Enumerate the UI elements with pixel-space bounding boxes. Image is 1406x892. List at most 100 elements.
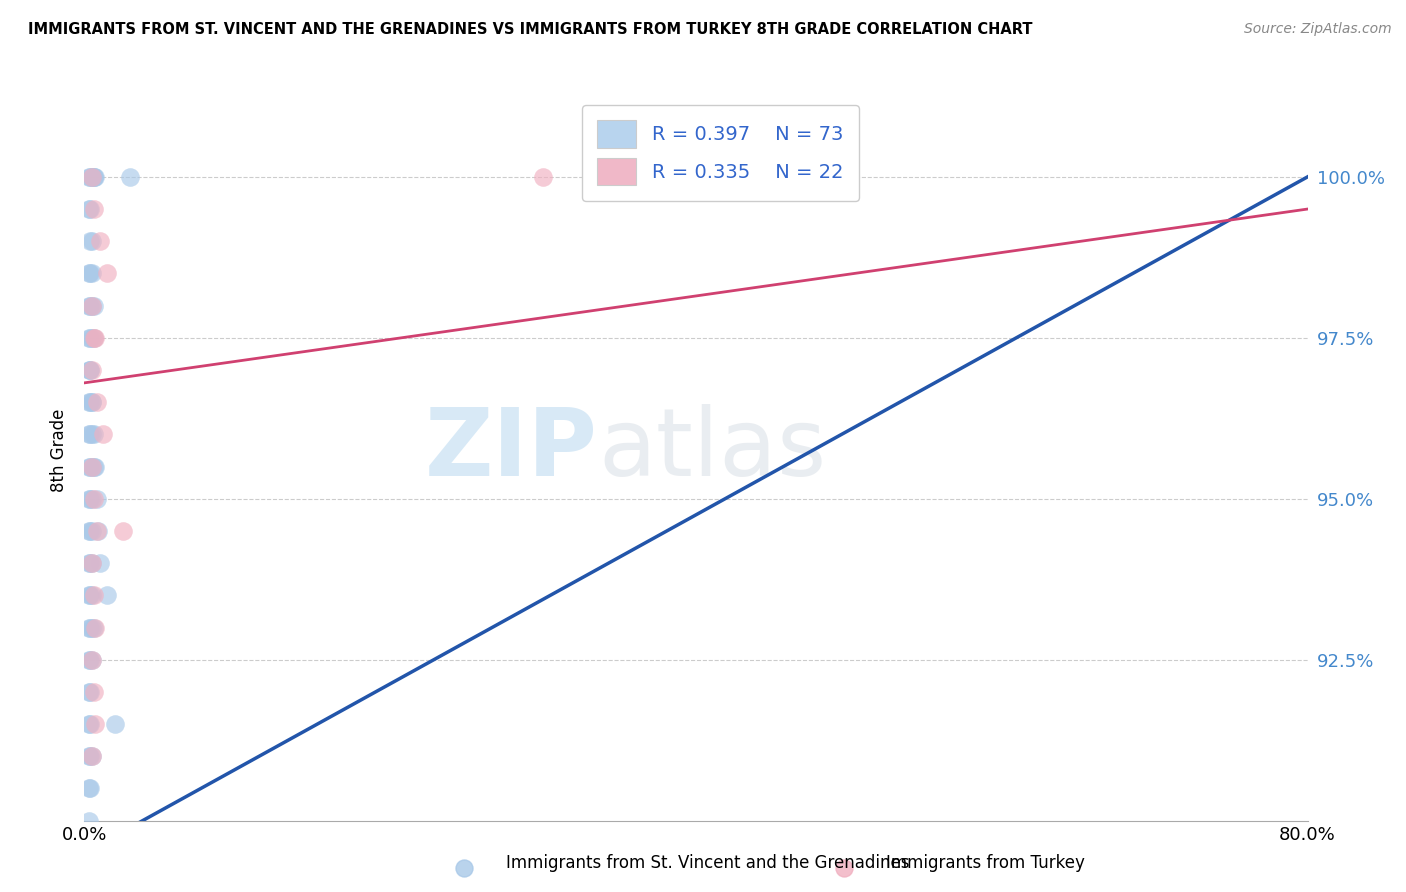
Point xyxy=(80,749,103,764)
Point xyxy=(80,588,103,602)
Point xyxy=(84,331,107,345)
Point xyxy=(80,491,103,506)
Point xyxy=(86,395,108,409)
Point xyxy=(83,588,105,602)
Point xyxy=(83,427,105,442)
Point xyxy=(80,169,103,184)
Point xyxy=(86,524,108,538)
Text: IMMIGRANTS FROM ST. VINCENT AND THE GRENADINES VS IMMIGRANTS FROM TURKEY 8TH GRA: IMMIGRANTS FROM ST. VINCENT AND THE GREN… xyxy=(28,22,1032,37)
Point xyxy=(84,459,107,474)
Point xyxy=(77,491,100,506)
Point xyxy=(79,556,101,570)
Point xyxy=(83,491,105,506)
Point xyxy=(96,267,118,281)
Point xyxy=(80,267,103,281)
Point xyxy=(77,717,100,731)
Point xyxy=(77,653,100,667)
Point xyxy=(87,524,110,538)
Point xyxy=(79,749,101,764)
Point xyxy=(79,169,101,184)
Point xyxy=(79,267,101,281)
Point xyxy=(77,588,100,602)
Point xyxy=(84,620,107,634)
Point xyxy=(83,202,105,216)
Point xyxy=(80,169,103,184)
Point xyxy=(79,363,101,377)
Point xyxy=(89,234,111,248)
Point xyxy=(79,427,101,442)
Text: ZIP: ZIP xyxy=(425,404,598,497)
Point xyxy=(83,299,105,313)
Point xyxy=(77,749,100,764)
Point xyxy=(80,556,103,570)
Point xyxy=(80,653,103,667)
Text: atlas: atlas xyxy=(598,404,827,497)
Point xyxy=(77,363,100,377)
Point xyxy=(80,556,103,570)
Point xyxy=(80,653,103,667)
Point xyxy=(89,556,111,570)
Point xyxy=(77,459,100,474)
Point xyxy=(104,717,127,731)
Point xyxy=(80,395,103,409)
Point xyxy=(77,427,100,442)
Text: Source: ZipAtlas.com: Source: ZipAtlas.com xyxy=(1244,22,1392,37)
Point xyxy=(531,169,554,184)
Point xyxy=(77,267,100,281)
Y-axis label: 8th Grade: 8th Grade xyxy=(51,409,69,492)
Point xyxy=(79,717,101,731)
Point xyxy=(80,459,103,474)
Point xyxy=(84,169,107,184)
Point xyxy=(80,299,103,313)
Point xyxy=(79,363,101,377)
Point xyxy=(77,685,100,699)
Point xyxy=(79,620,101,634)
Point xyxy=(453,861,475,875)
Point xyxy=(80,169,103,184)
Point xyxy=(77,814,100,828)
Point xyxy=(77,299,100,313)
Point xyxy=(77,781,100,796)
Point xyxy=(83,331,105,345)
Point xyxy=(77,556,100,570)
Point xyxy=(79,299,101,313)
Point xyxy=(79,491,101,506)
Point xyxy=(86,491,108,506)
Point xyxy=(79,331,101,345)
Point xyxy=(79,459,101,474)
Point xyxy=(79,588,101,602)
Point xyxy=(79,781,101,796)
Point xyxy=(80,427,103,442)
Text: Immigrants from St. Vincent and the Grenadines: Immigrants from St. Vincent and the Gren… xyxy=(506,855,910,872)
Point xyxy=(77,169,100,184)
Point xyxy=(77,620,100,634)
Point xyxy=(79,395,101,409)
Point xyxy=(77,524,100,538)
Point xyxy=(832,861,855,875)
Point xyxy=(79,653,101,667)
Point xyxy=(120,169,142,184)
Point xyxy=(80,749,103,764)
Point xyxy=(80,331,103,345)
Point xyxy=(83,169,105,184)
Point xyxy=(80,459,103,474)
Point xyxy=(111,524,134,538)
Point xyxy=(80,299,103,313)
Point xyxy=(80,395,103,409)
Point xyxy=(79,234,101,248)
Point xyxy=(91,427,114,442)
Point xyxy=(83,331,105,345)
Point xyxy=(80,620,103,634)
Point xyxy=(79,524,101,538)
Point xyxy=(84,717,107,731)
Point xyxy=(83,685,105,699)
Point xyxy=(80,524,103,538)
Point xyxy=(83,620,105,634)
Point xyxy=(83,169,105,184)
Point xyxy=(77,331,100,345)
Point xyxy=(77,202,100,216)
Point xyxy=(79,202,101,216)
Point xyxy=(79,685,101,699)
Point xyxy=(96,588,118,602)
Point xyxy=(83,459,105,474)
